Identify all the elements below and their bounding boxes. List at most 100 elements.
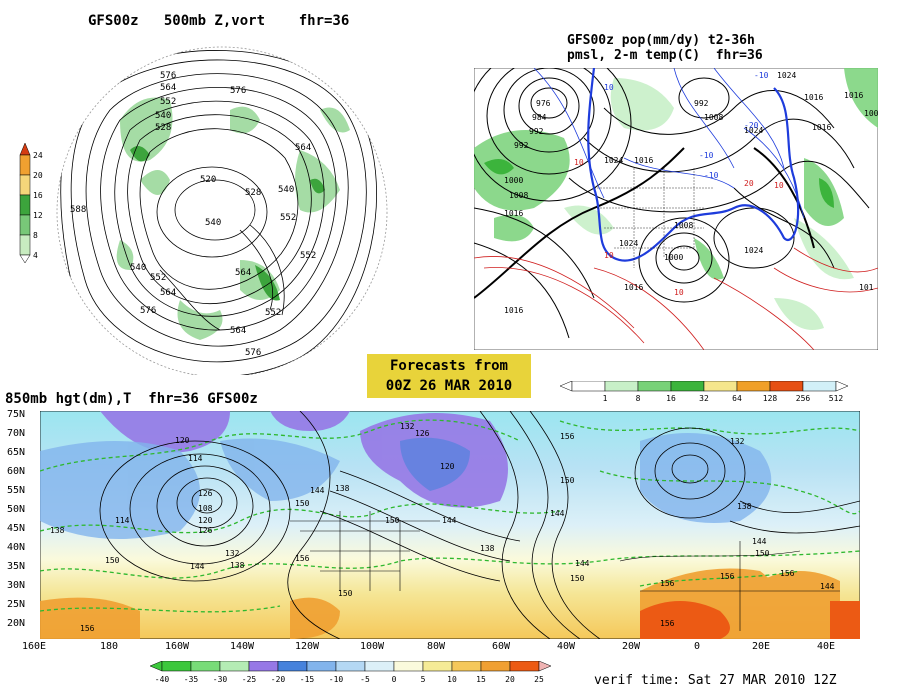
lon-label: 120W [295,641,320,652]
svg-text:552: 552 [280,213,296,223]
forecast-banner: Forecasts from 00Z 26 MAR 2010 [367,354,531,398]
svg-text:528: 528 [155,123,171,133]
svg-text:138: 138 [230,561,245,570]
svg-text:138: 138 [480,544,495,553]
svg-text:552: 552 [265,308,281,318]
vort-tick: 4 [33,251,38,260]
pop-tick: 64 [732,394,742,403]
temp-tick: 5 [421,675,426,684]
top-right-title-line1: GFS00z pop(mm/dy) t2-36h [567,33,755,48]
svg-text:10: 10 [774,181,784,190]
lon-label: 140W [230,641,255,652]
banner-line2: 00Z 26 MAR 2010 [385,378,513,394]
svg-text:976: 976 [536,99,551,108]
svg-text:540: 540 [155,111,171,121]
svg-text:576: 576 [230,86,246,96]
svg-text:150: 150 [105,556,120,565]
svg-text:10: 10 [574,158,584,167]
lat-label: 75N [7,409,26,420]
lat-label: 40N [7,542,26,553]
lon-axis: 160E 180 160W 140W 120W 100W 80W 60W 40W… [22,641,862,655]
svg-text:10: 10 [604,251,614,260]
svg-text:126: 126 [415,429,430,438]
svg-text:156: 156 [295,554,310,563]
temp-tick: -10 [329,675,344,684]
svg-text:144: 144 [550,509,565,518]
svg-text:144: 144 [575,559,590,568]
svg-text:144: 144 [190,562,205,571]
svg-text:1016: 1016 [804,93,823,102]
svg-text:114: 114 [115,516,130,525]
svg-text:114: 114 [188,454,203,463]
temp-colorbar: -40 -35 -30 -25 -20 -15 -10 -5 0 5 10 15… [149,661,552,684]
lon-label: 40E [817,641,836,652]
temp-tick: -30 [213,675,228,684]
svg-text:120: 120 [198,516,213,525]
temp-tick: 20 [505,675,515,684]
svg-text:992: 992 [529,127,544,136]
svg-text:1024: 1024 [777,71,796,80]
svg-text:120: 120 [175,436,190,445]
svg-text:144: 144 [752,537,767,546]
svg-text:552: 552 [300,251,316,261]
svg-text:1016: 1016 [624,283,643,292]
svg-text:156: 156 [780,569,795,578]
lon-label: 80W [427,641,446,652]
svg-text:1016: 1016 [504,306,523,315]
svg-text:132: 132 [730,437,745,446]
lon-label: 0 [694,641,701,652]
temp-tick: -40 [155,675,170,684]
svg-text:576: 576 [245,348,261,358]
pop-tick: 256 [796,394,811,403]
svg-text:132: 132 [225,549,240,558]
svg-text:1016: 1016 [504,209,523,218]
temp-tick: 25 [534,675,544,684]
top-left-title: GFS00z 500mb Z,vort fhr=36 [88,13,350,29]
vort-tick: 24 [33,151,43,160]
temp-tick: -5 [360,675,370,684]
svg-text:-10: -10 [699,151,714,160]
svg-text:150: 150 [295,499,310,508]
svg-text:984: 984 [532,113,547,122]
svg-text:1000: 1000 [664,253,683,262]
svg-text:564: 564 [230,326,246,336]
vort-colorbar: 24 20 16 12 8 4 [19,142,43,264]
svg-text:150: 150 [338,589,353,598]
lat-label: 50N [7,504,26,515]
svg-text:101: 101 [859,283,874,292]
top-right-title-line2: pmsl, 2-m temp(C) fhr=36 [567,48,763,63]
svg-text:528: 528 [245,188,261,198]
lon-label: 60W [492,641,511,652]
svg-text:150: 150 [560,476,575,485]
vort-tick: 16 [33,191,43,200]
svg-text:156: 156 [660,579,675,588]
svg-text:126: 126 [198,489,213,498]
lat-label: 70N [7,428,26,439]
temp-tick: -25 [242,675,257,684]
svg-text:564: 564 [160,83,176,93]
lat-label: 25N [7,599,26,610]
svg-text:10: 10 [674,288,684,297]
temp-tick: 10 [447,675,457,684]
pop-tick: 16 [666,394,676,403]
pop-tick: 32 [699,394,709,403]
lat-axis: 75N 70N 65N 60N 55N 50N 45N 40N 35N 30N … [7,407,39,632]
svg-text:100: 100 [864,109,878,118]
pop-tick: 128 [763,394,778,403]
svg-text:552: 552 [150,273,166,283]
pop-tick: 512 [829,394,844,403]
lat-label: 20N [7,618,26,629]
verif-time: verif time: Sat 27 MAR 2010 12Z [594,673,837,688]
pop-tick: 8 [636,394,641,403]
svg-text:564: 564 [235,268,251,278]
lat-label: 45N [7,523,26,534]
svg-text:992: 992 [514,141,529,150]
vort-tick: 8 [33,231,38,240]
svg-text:-20: -20 [744,121,759,130]
svg-text:144: 144 [820,582,835,591]
lon-label: 40W [557,641,576,652]
svg-text:1016: 1016 [634,156,653,165]
bottom-title: 850mb hgt(dm),T fhr=36 GFS00z [5,391,258,407]
svg-text:576: 576 [140,306,156,316]
svg-text:520: 520 [200,175,216,185]
